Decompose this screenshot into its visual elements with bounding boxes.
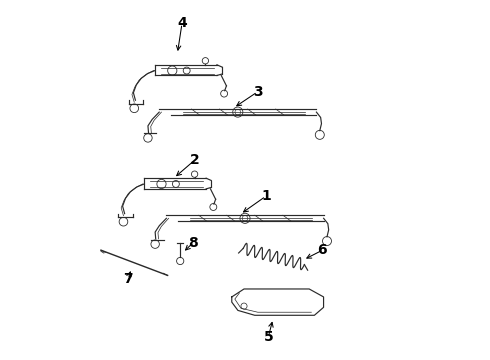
Text: 1: 1 xyxy=(261,189,271,203)
Text: 8: 8 xyxy=(188,236,197,250)
Text: 7: 7 xyxy=(123,272,133,286)
Text: 4: 4 xyxy=(177,17,187,30)
Text: 3: 3 xyxy=(253,85,263,99)
Text: 6: 6 xyxy=(318,243,327,257)
Text: 2: 2 xyxy=(190,153,199,167)
Text: 5: 5 xyxy=(264,330,273,343)
